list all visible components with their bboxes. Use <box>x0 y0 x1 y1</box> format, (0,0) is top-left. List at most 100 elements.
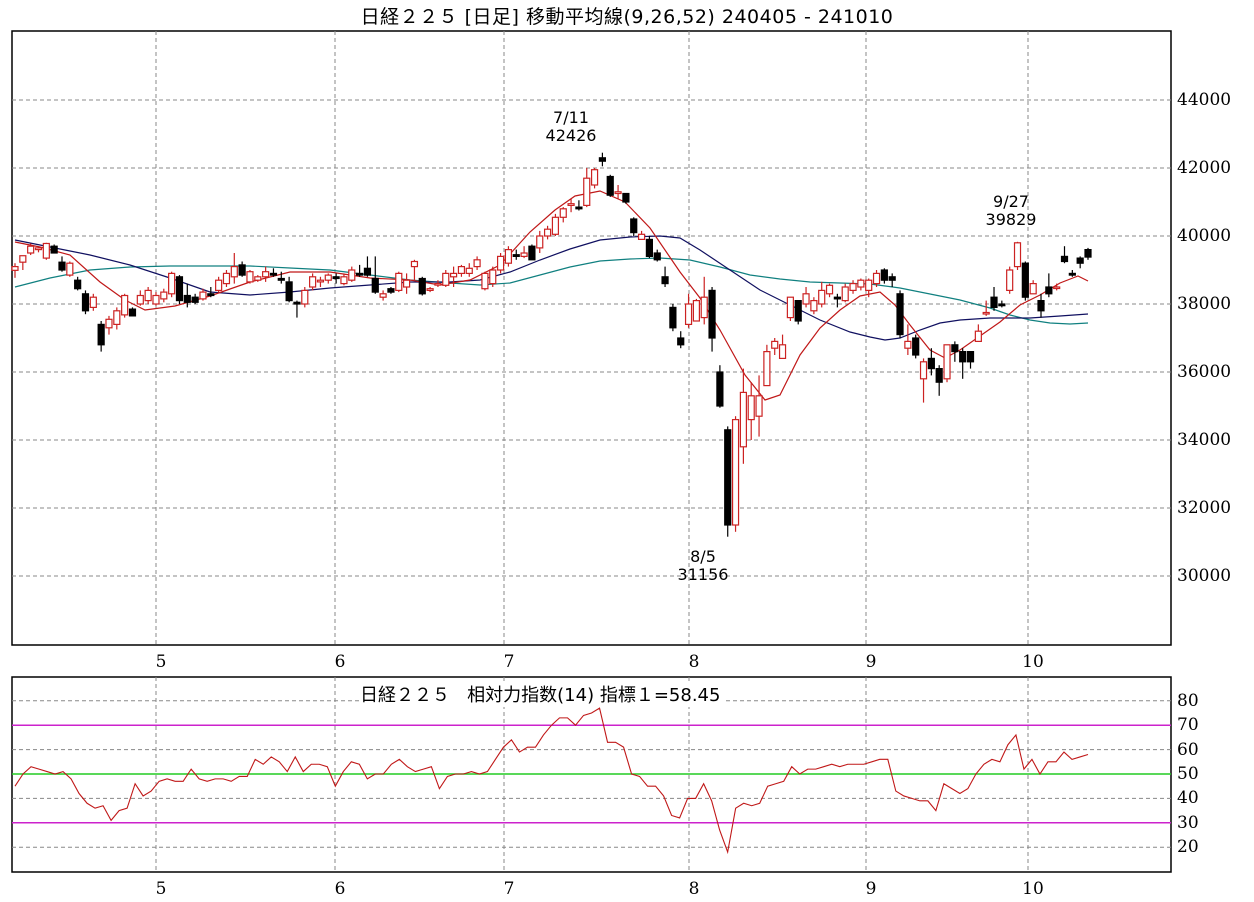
candle-down <box>880 269 888 281</box>
candle-up <box>551 216 560 235</box>
candle-up <box>865 279 873 292</box>
candle-up <box>309 276 317 288</box>
candle-up <box>481 272 489 290</box>
candle-up <box>504 249 513 264</box>
candle-up <box>426 288 434 292</box>
candle-down <box>677 337 685 346</box>
candle-down <box>293 301 301 305</box>
candle-up <box>136 294 144 305</box>
candle-up <box>168 272 176 295</box>
candle-up <box>763 351 771 387</box>
price-axis-label: 42000 <box>1177 158 1232 178</box>
candle-down <box>896 293 904 336</box>
candle-up <box>543 228 552 237</box>
candle-up <box>105 318 113 329</box>
price-axis-label: 30000 <box>1177 566 1232 586</box>
high-annotation: 7/11 42426 <box>546 109 597 145</box>
rsi-title: 日経２２５ 相対力指数(14) 指標１=58.45 <box>360 681 725 707</box>
candle-down <box>1060 255 1069 263</box>
candle-up <box>457 266 466 275</box>
candle-up <box>1006 269 1014 291</box>
candle-down <box>97 323 105 346</box>
candle-up <box>857 279 865 288</box>
low-annotation: 8/5 31156 <box>678 548 729 584</box>
candle-down <box>661 276 669 285</box>
candle-down <box>128 308 137 317</box>
candle-down <box>74 279 82 290</box>
candle-down <box>935 368 943 383</box>
candle-down <box>277 277 285 281</box>
candle-up <box>739 391 747 448</box>
candle-up <box>731 419 740 526</box>
candle-down <box>81 293 90 312</box>
month-axis-label: 9 <box>865 879 877 899</box>
candle-down <box>959 351 967 363</box>
chart-title: 日経２２５ [日足] 移動平均線(9,26,52) 240405 - 24101… <box>360 6 894 28</box>
high-value: 42426 <box>545 126 597 145</box>
candle-up <box>34 247 43 251</box>
candle-down <box>269 272 278 276</box>
rsi-axis-label: 50 <box>1177 764 1199 784</box>
candle-up <box>810 300 818 312</box>
month-axis-label: 6 <box>334 879 346 899</box>
candle-down <box>966 351 975 363</box>
candle-down <box>794 300 802 322</box>
candle-down <box>951 344 959 353</box>
price-axis-label: 34000 <box>1177 430 1232 450</box>
candle-up <box>199 291 207 300</box>
low-value: 31156 <box>677 565 729 584</box>
candle-up <box>818 289 826 305</box>
candle-up <box>403 279 411 288</box>
candle-up <box>825 284 834 295</box>
candle-up <box>1013 242 1022 268</box>
candle-down <box>708 289 716 339</box>
low-date: 8/5 <box>690 547 716 566</box>
candle-up <box>301 289 309 305</box>
candle-up <box>747 395 755 421</box>
candle-down <box>1045 286 1053 295</box>
candle-up <box>379 293 387 298</box>
rsi-axis-label: 20 <box>1177 837 1199 858</box>
candle-up <box>144 289 152 302</box>
candle-down <box>575 206 583 210</box>
candle-up <box>919 361 928 380</box>
candle-up <box>324 274 332 281</box>
candle-up <box>42 242 50 259</box>
candle-up <box>121 294 129 316</box>
candle-up <box>473 259 481 268</box>
ma-mid-line <box>14 235 1089 341</box>
candle-down <box>888 276 896 281</box>
candle-up <box>1053 286 1061 290</box>
rsi-axis-label: 40 <box>1177 788 1199 809</box>
month-axis-label: 8 <box>688 879 700 899</box>
price-axis-label: 36000 <box>1177 362 1232 382</box>
candle-up <box>559 208 567 218</box>
rsi-axis-label: 70 <box>1177 715 1199 736</box>
candle-down <box>207 293 215 297</box>
high-date: 7/11 <box>553 108 589 127</box>
candle-up <box>904 340 912 349</box>
candle-down <box>630 218 638 234</box>
candle-up <box>755 395 763 417</box>
candle-up <box>841 286 849 302</box>
candle-up <box>520 252 528 257</box>
candle-down <box>927 357 935 370</box>
price-axis-label: 38000 <box>1177 294 1232 314</box>
candle-down <box>58 261 66 271</box>
candle-up <box>637 233 646 241</box>
candle-up <box>230 266 238 278</box>
candle-up <box>692 300 700 322</box>
candle-up <box>943 344 951 380</box>
rsi-axis-label: 80 <box>1177 690 1199 711</box>
candle-down <box>645 238 654 257</box>
candle-up <box>449 272 458 278</box>
candle-up <box>802 293 810 305</box>
candle-up <box>316 279 325 283</box>
candle-down <box>998 303 1006 307</box>
month-axis-label: 5 <box>155 879 167 899</box>
candle-down <box>990 296 998 309</box>
candle-up <box>66 262 74 276</box>
candle-up <box>849 283 857 292</box>
price-axis-label: 32000 <box>1177 498 1232 518</box>
